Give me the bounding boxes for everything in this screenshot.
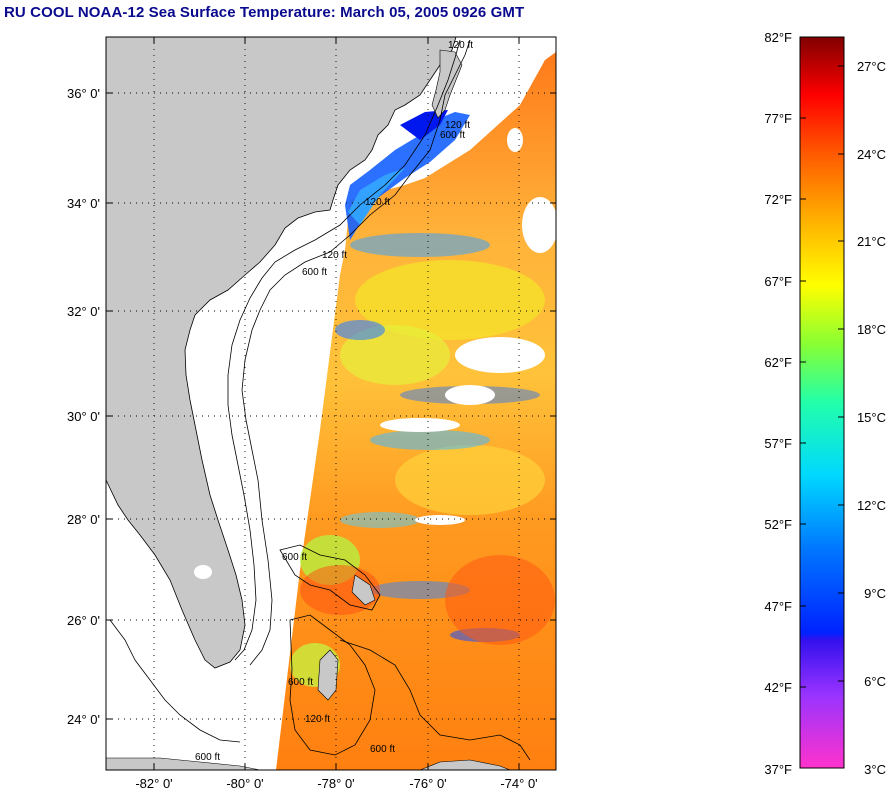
celsius-label: 3°C [864,762,886,777]
lon-tick-label: -80° 0' [226,776,263,791]
colorbar: 82°F 77°F 72°F 67°F 62°F 57°F 52°F 47°F … [764,30,886,777]
contour-label: 600 ft [370,744,395,755]
colorbar-gradient [799,36,845,769]
fahrenheit-label: 77°F [764,111,792,126]
contour-labels: 120 ft 600 ft 120 ft 600 ft 600 ft 120 f… [195,40,473,763]
axis-ticks [106,37,556,770]
lat-tick-label: 32° 0' [67,304,100,319]
lat-tick-label: 28° 0' [67,512,100,527]
fahrenheit-label: 52°F [764,517,792,532]
latitude-labels: 36° 0' 34° 0' 32° 0' 30° 0' 28° 0' 26° 0… [67,86,100,727]
celsius-label: 9°C [864,586,886,601]
contour-label: 120 ft [322,250,347,261]
celsius-label: 27°C [857,59,886,74]
fahrenheit-label: 42°F [764,680,792,695]
contour-label: 600 ft [440,130,465,141]
lon-tick-label: -74° 0' [500,776,537,791]
celsius-label: 24°C [857,147,886,162]
bathymetry-contours [109,39,531,761]
fahrenheit-label: 57°F [764,436,792,451]
lat-tick-label: 34° 0' [67,196,100,211]
graticule [106,37,556,770]
contour-label: 120 ft [445,120,470,131]
contour-label: 120 ft [305,714,330,725]
celsius-label: 21°C [857,234,886,249]
fahrenheit-label: 72°F [764,192,792,207]
map-panel: 120 ft 600 ft 120 ft 600 ft 600 ft 120 f… [106,37,556,770]
lon-tick-label: -76° 0' [409,776,446,791]
celsius-label: 18°C [857,322,886,337]
contour-label: 120 ft [448,40,473,51]
lat-tick-label: 26° 0' [67,613,100,628]
celsius-label: 6°C [864,674,886,689]
contour-label: 600 ft [288,677,313,688]
fahrenheit-label: 67°F [764,274,792,289]
celsius-labels: 27°C 24°C 21°C 18°C 15°C 12°C 9°C 6°C 3°… [857,59,886,777]
celsius-label: 15°C [857,410,886,425]
longitude-labels: -82° 0' -80° 0' -78° 0' -76° 0' -74° 0' [135,776,537,791]
celsius-label: 12°C [857,498,886,513]
contour-label: 120 ft [365,197,390,208]
lon-tick-label: -82° 0' [135,776,172,791]
colorbar-ticks [800,65,844,688]
contour-label: 600 ft [302,267,327,278]
fahrenheit-label: 82°F [764,30,792,45]
lat-tick-label: 24° 0' [67,712,100,727]
contour-label: 600 ft [282,552,307,563]
contour-label: 600 ft [195,752,220,763]
fahrenheit-labels: 82°F 77°F 72°F 67°F 62°F 57°F 52°F 47°F … [764,30,792,777]
sst-swath [276,52,556,770]
lon-tick-label: -78° 0' [317,776,354,791]
map-title: RU COOL NOAA-12 Sea Surface Temperature:… [4,4,525,21]
lat-tick-label: 30° 0' [67,409,100,424]
fahrenheit-label: 62°F [764,355,792,370]
map-frame [105,36,557,771]
fahrenheit-label: 47°F [764,599,792,614]
fahrenheit-label: 37°F [764,762,792,777]
lat-tick-label: 36° 0' [67,86,100,101]
